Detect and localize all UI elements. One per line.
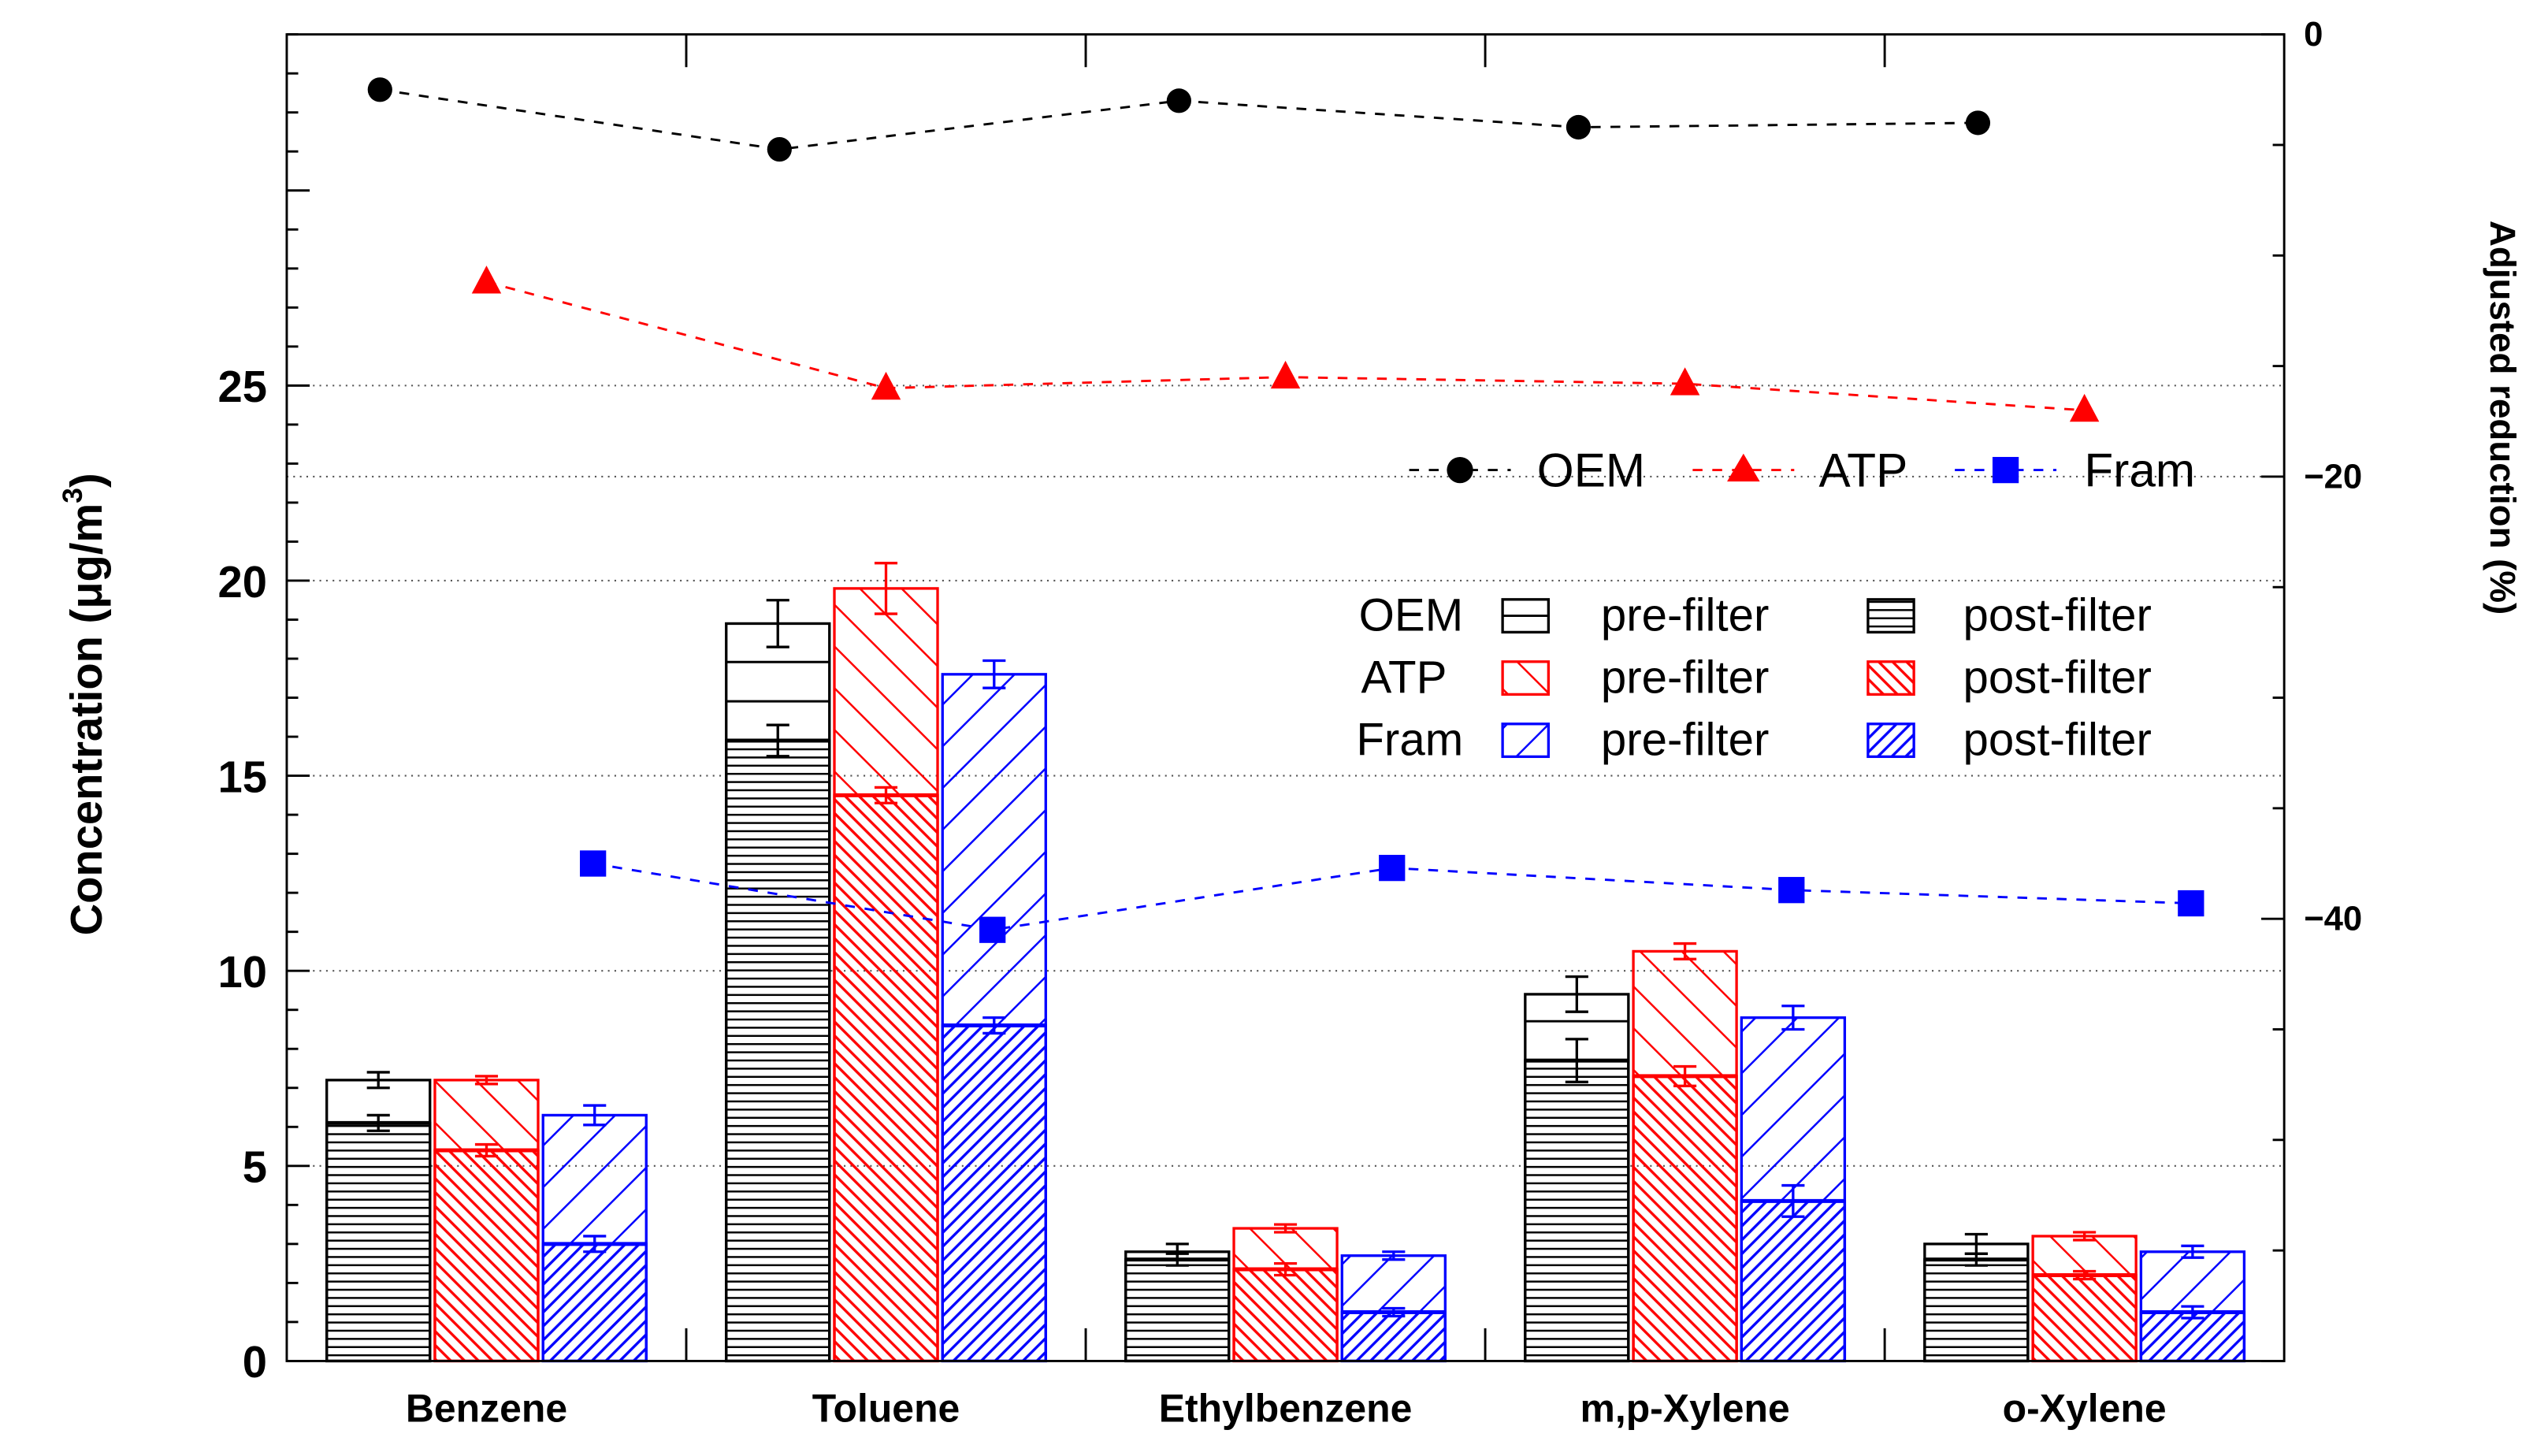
legend-fram-square-marker — [1992, 456, 2019, 484]
bar-legend: OEM pre-filter post-filter ATP pre-filte… — [1356, 589, 2152, 765]
bar-post-oem-3 — [1524, 1059, 1630, 1363]
reduction-point-fram-4 — [2178, 890, 2204, 917]
axes: Benzene Toluene Ethylbenzene m,p-Xylene o-Xy… — [218, 15, 2363, 1430]
y-axis-label-tail: ) — [61, 473, 111, 488]
legend-fram-pre-swatch — [1501, 722, 1551, 759]
bar-post-fram-0 — [541, 1242, 648, 1363]
reduction-point-oem-1 — [767, 136, 792, 162]
x-tick-label-2: Ethylbenzene — [1159, 1386, 1413, 1430]
y2-axis-label: Adjusted reduction (%) — [2483, 221, 2523, 615]
bar-post-atp-1 — [833, 793, 939, 1363]
reduction-point-atp-4 — [2069, 393, 2100, 422]
reduction-series — [367, 77, 2204, 943]
reduction-point-atp-0 — [471, 266, 502, 294]
y2-tick-label-0: 0 — [2304, 15, 2323, 54]
legend-fram-post-swatch — [1866, 722, 1915, 759]
legend-atp-pre-swatch — [1501, 660, 1551, 696]
bar-post-atp-3 — [1632, 1075, 1738, 1363]
reduction-point-fram-2 — [1379, 854, 1406, 882]
reduction-point-atp-3 — [1670, 367, 1700, 396]
bar-post-atp-2 — [1232, 1268, 1339, 1363]
legend-row-atp-label: ATP — [1361, 652, 1447, 703]
y2-tick-label-1: −20 — [2304, 457, 2362, 496]
legend-row-fram-label: Fram — [1356, 714, 1463, 765]
x-tick-label-1: Toluene — [812, 1386, 960, 1430]
bar-post-fram-4 — [2139, 1310, 2246, 1363]
legend-atp-triangle-marker — [1727, 453, 1760, 482]
legend-oem-post-swatch — [1866, 598, 1915, 634]
reduction-point-atp-1 — [871, 371, 901, 400]
legend-oem-pre-label: pre-filter — [1601, 589, 1770, 641]
reduction-point-oem-2 — [1166, 88, 1191, 113]
legend-atp-post-swatch — [1866, 660, 1915, 696]
reduction-legend: OEM ATP Fram — [1409, 443, 2195, 496]
legend-atp-pre-label: pre-filter — [1601, 652, 1770, 703]
legend-oem-post-label: post-filter — [1963, 589, 2152, 641]
y-tick-label-15: 15 — [218, 752, 267, 801]
bar-group-3 — [1524, 942, 1847, 1363]
y-axis-label-sup: 3 — [58, 488, 88, 503]
y-axis-label-main: Concentration (μg/m — [61, 503, 111, 936]
reduction-point-oem-3 — [1566, 114, 1592, 140]
legend-top-oem-label: OEM — [1537, 443, 1645, 496]
reduction-point-atp-2 — [1270, 360, 1301, 389]
bar-post-oem-1 — [725, 739, 831, 1363]
legend-fram-pre-label: pre-filter — [1601, 714, 1770, 765]
y-tick-label-25: 25 — [218, 362, 267, 411]
reduction-point-oem-0 — [367, 77, 392, 102]
legend-oem-circle-marker — [1447, 456, 1473, 484]
bar-group-2 — [1124, 1223, 1447, 1363]
bar-post-fram-1 — [941, 1023, 1047, 1363]
reduction-line-atp — [486, 280, 2085, 412]
x-tick-label-4: o-Xylene — [2003, 1386, 2167, 1430]
legend-top-atp-label: ATP — [1819, 443, 1908, 496]
bar-post-atp-4 — [2031, 1273, 2138, 1363]
bar-post-atp-0 — [433, 1149, 540, 1363]
reduction-point-oem-4 — [1965, 110, 1991, 136]
legend-fram-post-label: post-filter — [1963, 714, 2152, 765]
bar-post-fram-2 — [1340, 1310, 1447, 1363]
legend-top-fram-label: Fram — [2084, 443, 2195, 496]
y-tick-label-20: 20 — [218, 557, 267, 607]
bar-group-1 — [725, 562, 1047, 1363]
bar-group-0 — [325, 1071, 648, 1363]
y-tick-label-5: 5 — [243, 1142, 267, 1192]
legend-atp-post-label: post-filter — [1963, 652, 2152, 703]
bar-post-oem-4 — [1923, 1258, 2030, 1363]
bar-post-fram-3 — [1740, 1199, 1847, 1363]
reduction-point-fram-0 — [580, 850, 607, 877]
reduction-point-fram-3 — [1778, 877, 1805, 904]
gridlines — [286, 384, 2285, 1167]
x-tick-label-0: Benzene — [406, 1386, 567, 1430]
y-axis-label: Concentration (μg/m3) — [58, 473, 111, 935]
y-tick-label-10: 10 — [218, 947, 267, 997]
bar-post-oem-0 — [325, 1121, 432, 1363]
y2-tick-label-2: −40 — [2304, 900, 2362, 938]
reduction-point-fram-1 — [979, 916, 1006, 943]
bar-post-oem-2 — [1124, 1258, 1231, 1363]
bar-group-4 — [1923, 1231, 2246, 1363]
legend-row-oem-label: OEM — [1359, 589, 1464, 641]
y-tick-label-0: 0 — [243, 1337, 267, 1387]
bar-groups — [325, 562, 2246, 1363]
x-tick-label-3: m,p-Xylene — [1580, 1386, 1789, 1430]
